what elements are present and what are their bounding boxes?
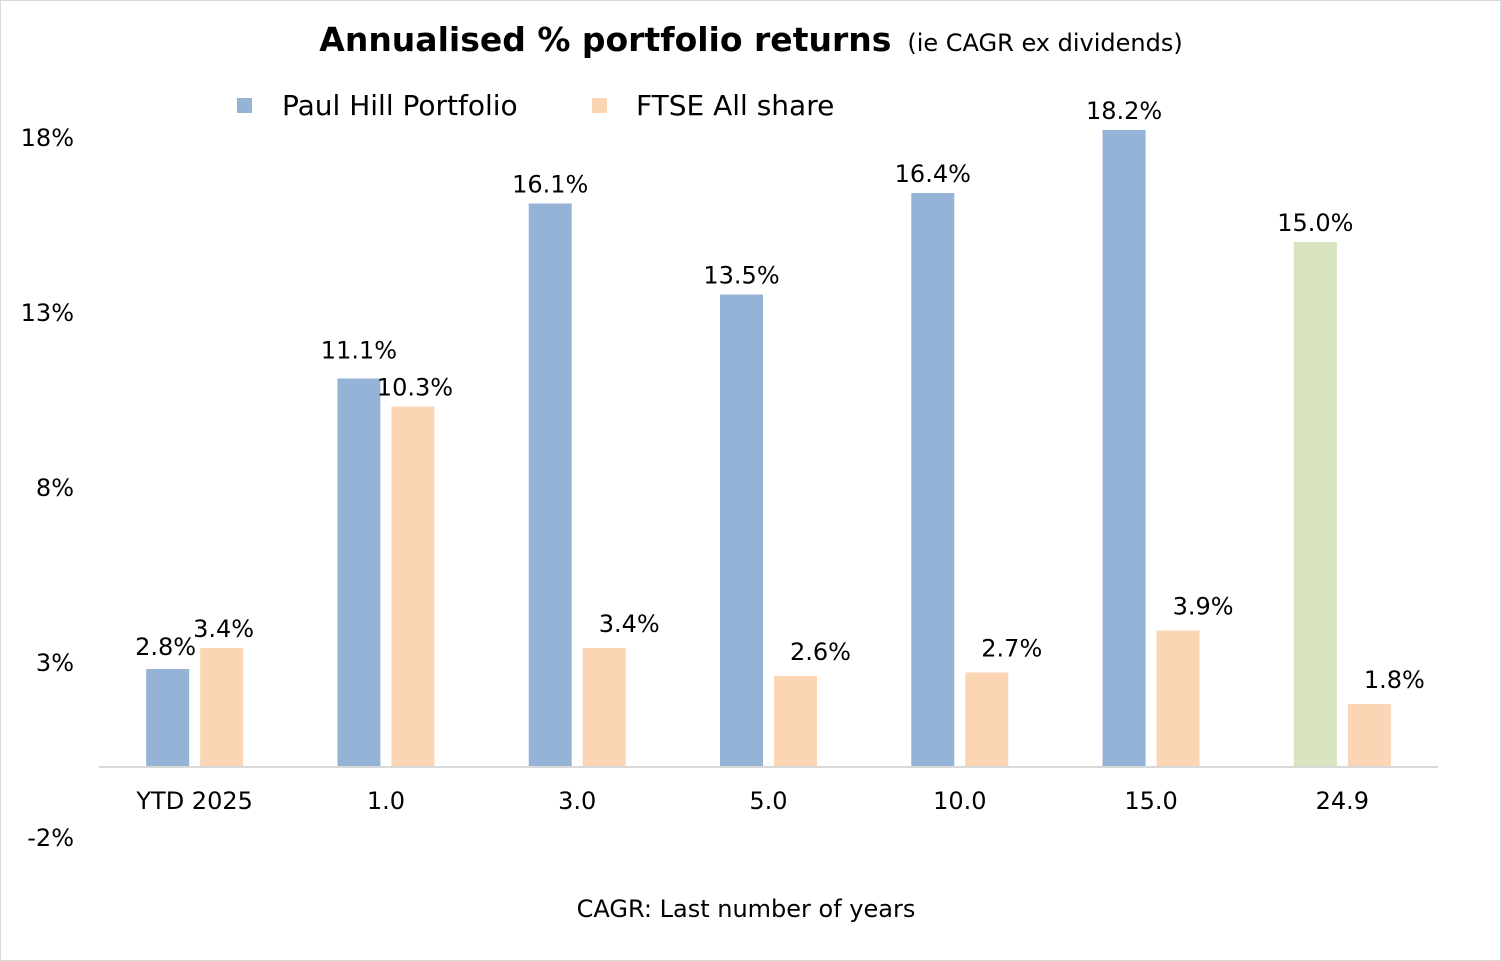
bar-ftse (582, 648, 626, 767)
bar-portfolio (337, 378, 381, 767)
bar-ftse (1347, 704, 1391, 767)
data-label: 2.8% (135, 633, 196, 661)
data-label: 10.3% (377, 374, 453, 402)
x-tick-label: 15.0 (1124, 787, 1177, 815)
legend-label-1: Paul Hill Portfolio (282, 89, 518, 122)
y-tick-label: 3% (36, 649, 74, 677)
data-label: 16.1% (512, 171, 588, 199)
legend-label-2: FTSE All share (636, 89, 834, 122)
data-label: 15.0% (1277, 209, 1353, 237)
x-tick-label: 5.0 (749, 787, 787, 815)
chart-title: Annualised % portfolio returns (319, 20, 891, 59)
bar-portfolio (528, 203, 572, 767)
data-label: 18.2% (1086, 97, 1162, 125)
bar-portfolio (911, 193, 955, 767)
legend: Paul Hill Portfolio FTSE All share (237, 89, 834, 122)
bar-ftse (391, 406, 435, 767)
bar-portfolio (146, 669, 190, 767)
x-tick-label: 10.0 (933, 787, 986, 815)
bar-portfolio (720, 294, 763, 767)
y-tick-label: 8% (36, 474, 74, 502)
bar-portfolio (1102, 130, 1146, 767)
y-axis: -2% 3% 8% 13% 18% (21, 124, 74, 852)
legend-swatch-1 (237, 98, 252, 113)
data-label: 3.4% (193, 615, 254, 643)
data-label: 2.7% (981, 635, 1042, 663)
x-tick-label: YTD 2025 (135, 787, 253, 815)
bar-ftse (1156, 630, 1200, 767)
x-tick-label: 3.0 (558, 787, 596, 815)
bars (146, 130, 1391, 767)
y-tick-label: 13% (21, 299, 74, 327)
data-labels: 2.8%3.4%11.1%10.3%16.1%3.4%13.5%2.6%16.4… (135, 97, 1425, 694)
data-label: 1.8% (1364, 666, 1425, 694)
bar-ftse (200, 648, 244, 767)
data-label: 3.4% (599, 610, 660, 638)
x-tick-label: 24.9 (1316, 787, 1369, 815)
chart-title-group: Annualised % portfolio returns (ie CAGR … (319, 20, 1182, 59)
y-tick-label: 18% (21, 124, 74, 152)
data-label: 13.5% (703, 262, 779, 290)
data-label: 3.9% (1173, 593, 1234, 621)
bar-portfolio (1293, 242, 1337, 767)
bar-ftse (965, 672, 1009, 767)
data-label: 16.4% (895, 160, 971, 188)
y-tick-label: -2% (27, 824, 74, 852)
bar-ftse (774, 676, 817, 767)
chart-subtitle: (ie CAGR ex dividends) (907, 29, 1182, 57)
legend-swatch-2 (592, 98, 607, 113)
x-axis: YTD 2025 1.0 3.0 5.0 10.0 15.0 24.9 (99, 766, 1438, 815)
x-axis-title: CAGR: Last number of years (577, 895, 916, 923)
data-label: 11.1% (321, 337, 397, 365)
x-tick-label: 1.0 (367, 787, 405, 815)
data-label: 2.6% (790, 638, 851, 666)
